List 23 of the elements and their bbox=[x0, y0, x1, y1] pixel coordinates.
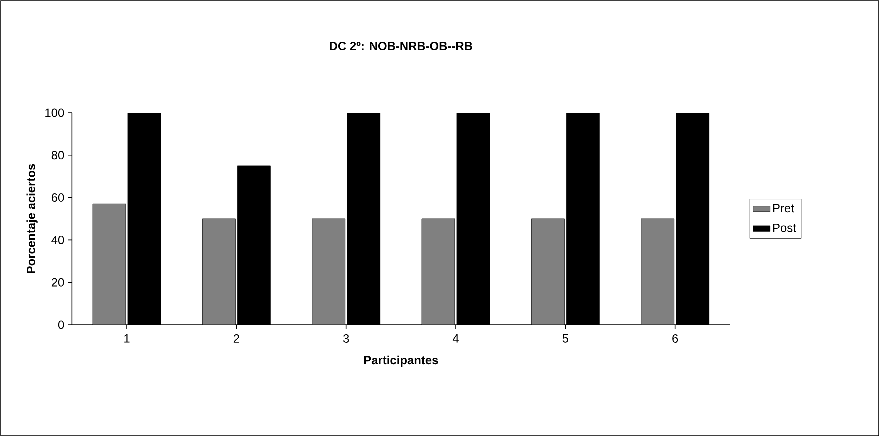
y-tick-label: 60 bbox=[52, 194, 64, 202]
y-axis-title: Porcentaje aciertos bbox=[26, 164, 38, 274]
x-axis-title: Participantes bbox=[364, 356, 438, 367]
y-tick-label: 80 bbox=[52, 151, 64, 160]
y-tick-label: 100 bbox=[46, 108, 64, 118]
y-tick-label: 20 bbox=[52, 278, 64, 287]
y-tick-label: 0 bbox=[58, 320, 64, 330]
bar bbox=[202, 218, 236, 325]
legend-label: Post bbox=[773, 224, 796, 232]
chart-title: DC 2º: NOB-NRB-OB--RB bbox=[330, 42, 472, 50]
x-tick-label: 6 bbox=[672, 334, 678, 343]
bar bbox=[531, 218, 565, 325]
legend-label: Pret bbox=[773, 204, 794, 213]
bar bbox=[422, 218, 456, 325]
bar bbox=[641, 218, 675, 325]
x-tick-label: 2 bbox=[234, 334, 240, 343]
x-tick-label: 1 bbox=[124, 334, 130, 343]
x-tick-label: 3 bbox=[343, 334, 350, 343]
x-tick-label: 4 bbox=[452, 334, 459, 343]
bar bbox=[92, 204, 126, 325]
y-tick-label: 40 bbox=[52, 236, 64, 244]
x-tick-label: 5 bbox=[562, 334, 568, 343]
bar bbox=[312, 218, 346, 325]
